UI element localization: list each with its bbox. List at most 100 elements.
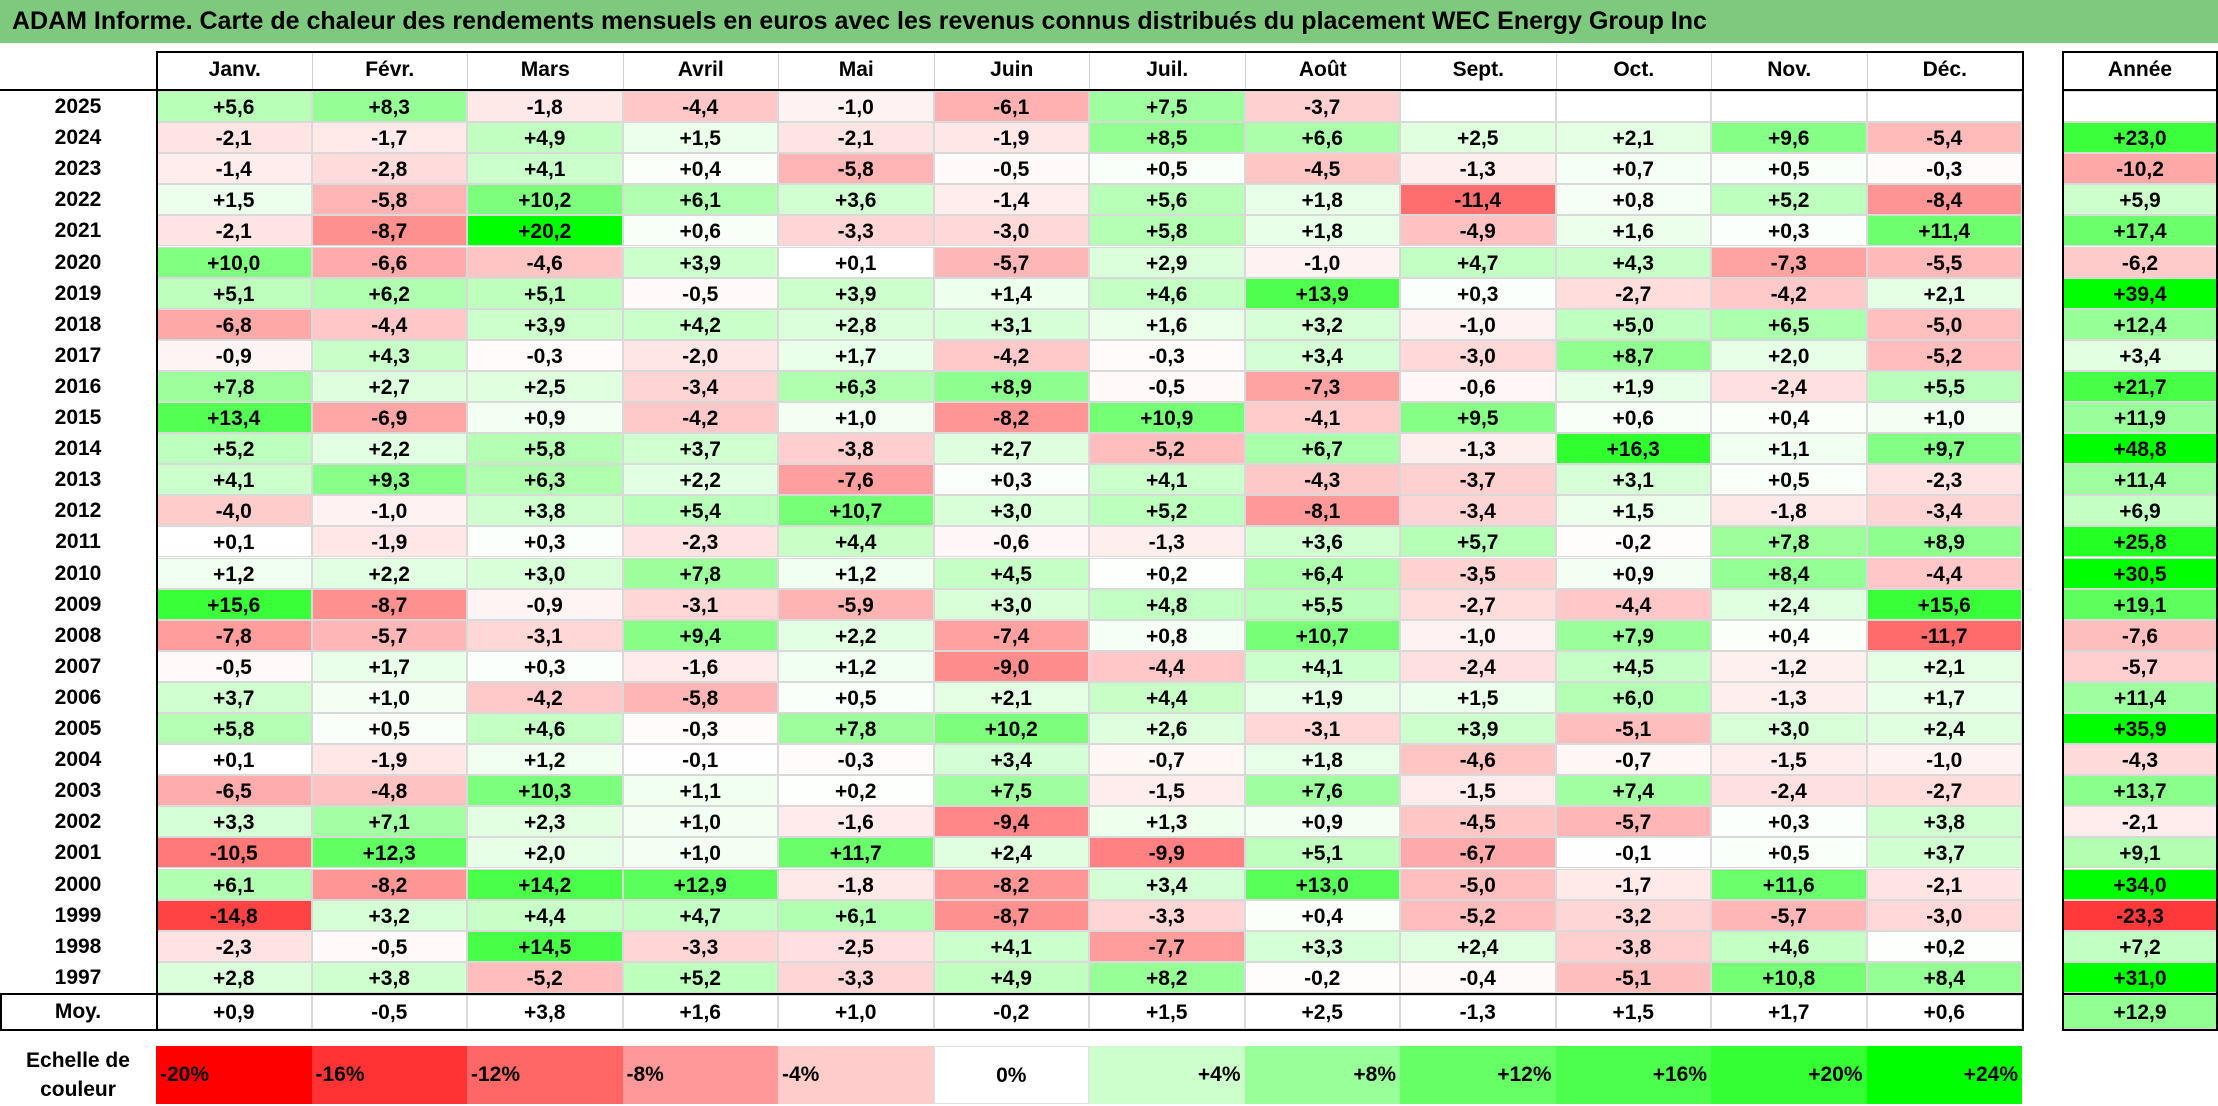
- heatmap-cell: -4,8: [311, 775, 467, 807]
- heatmap-cell: -1,7: [1555, 868, 1711, 900]
- scale-swatch: -8%: [622, 1046, 778, 1104]
- heatmap-cell: +4,6: [1089, 277, 1245, 309]
- heatmap-cell: -1,9: [311, 526, 467, 558]
- heatmap-cell: +0,3: [933, 464, 1089, 496]
- heatmap-cell: [1866, 91, 2022, 123]
- heatmap-cell: +2,5: [467, 370, 623, 402]
- heatmap-cell: -9,9: [1089, 837, 1245, 869]
- heatmap-cell: +1,8: [1244, 744, 1400, 776]
- annual-cell: +13,7: [2062, 775, 2218, 807]
- annual-cell: -6,2: [2062, 246, 2218, 278]
- heatmap-cell: +3,1: [933, 308, 1089, 340]
- heatmap-cell: +4,5: [933, 557, 1089, 589]
- heatmap-cell: -1,3: [1400, 153, 1556, 185]
- heatmap-cell: +0,3: [1711, 215, 1867, 247]
- heatmap-cell: -4,4: [1089, 650, 1245, 682]
- heatmap-cell: +7,6: [1244, 775, 1400, 807]
- annual-cell: +34,0: [2062, 868, 2218, 900]
- heatmap-cell: -1,5: [1400, 775, 1556, 807]
- year-label: 2007: [0, 650, 156, 682]
- month-header: Févr.: [311, 51, 467, 89]
- annual-average-right-border: [2216, 994, 2218, 1029]
- heatmap-cell: +4,1: [933, 930, 1089, 962]
- heatmap-cell: -1,6: [622, 650, 778, 682]
- heatmap-cell: -1,0: [1244, 246, 1400, 278]
- heatmap-cell: +7,1: [311, 806, 467, 838]
- heatmap-cell: -4,5: [1400, 806, 1556, 838]
- heatmap-cell: -5,2: [1400, 899, 1556, 931]
- heatmap-cell: -5,2: [1866, 339, 2022, 371]
- annual-cell: +17,4: [2062, 215, 2218, 247]
- heatmap-cell: -5,7: [311, 619, 467, 651]
- year-label: 2014: [0, 433, 156, 465]
- heatmap-cell: +5,1: [467, 277, 623, 309]
- heatmap-cell: +5,4: [622, 495, 778, 527]
- annual-cell: -2,1: [2062, 806, 2218, 838]
- heatmap-cell: -1,4: [933, 184, 1089, 216]
- heatmap-cell: -3,7: [1400, 464, 1556, 496]
- heatmap-cell: -4,9: [1400, 215, 1556, 247]
- heatmap-cell: -1,3: [1400, 433, 1556, 465]
- scale-swatch: +12%: [1400, 1046, 1556, 1104]
- heatmap-cell: +3,6: [1244, 526, 1400, 558]
- heatmap-cell: +4,3: [311, 339, 467, 371]
- month-header: Déc.: [1866, 51, 2022, 89]
- heatmap-cell: +10,7: [1244, 619, 1400, 651]
- heatmap-cell: +0,1: [778, 246, 934, 278]
- year-label: 2016: [0, 370, 156, 402]
- heatmap-cell: -3,3: [778, 215, 934, 247]
- heatmap-cell: -3,8: [778, 433, 934, 465]
- annual-cell: [2062, 91, 2218, 123]
- heatmap-cell: -4,0: [156, 495, 312, 527]
- year-label: 2023: [0, 153, 156, 185]
- heatmap-cell: -2,4: [1711, 775, 1867, 807]
- heatmap-cell: +0,9: [467, 402, 623, 434]
- annual-cell: -10,2: [2062, 153, 2218, 185]
- heatmap-cell: -8,4: [1866, 184, 2022, 216]
- heatmap-cell: [1711, 91, 1867, 123]
- heatmap-cell: +0,4: [622, 153, 778, 185]
- scale-label: Echelle de couleur: [0, 1046, 156, 1104]
- heatmap-cell: +4,1: [1089, 464, 1245, 496]
- heatmap-cell: -1,9: [933, 122, 1089, 154]
- year-label: 2011: [0, 526, 156, 558]
- heatmap-cell: -2,4: [1711, 370, 1867, 402]
- annual-cell: -7,6: [2062, 619, 2218, 651]
- heatmap-cell: -4,4: [1866, 557, 2022, 589]
- heatmap-cell: +3,7: [622, 433, 778, 465]
- heatmap-cell: +0,3: [1711, 806, 1867, 838]
- year-label: 2002: [0, 806, 156, 838]
- heatmap-cell: -0,5: [1089, 370, 1245, 402]
- heatmap-cell: +0,9: [1244, 806, 1400, 838]
- heatmap-cell: -0,3: [1089, 339, 1245, 371]
- heatmap-cell: -11,7: [1866, 619, 2022, 651]
- heatmap-cell: +7,5: [933, 775, 1089, 807]
- heatmap-cell: -5,0: [1400, 868, 1556, 900]
- heatmap-cell: +0,1: [156, 744, 312, 776]
- heatmap-cell: +16,3: [1555, 433, 1711, 465]
- heatmap-cell: +13,9: [1244, 277, 1400, 309]
- heatmap-cell: -8,2: [311, 868, 467, 900]
- heatmap-cell: +0,4: [1711, 402, 1867, 434]
- heatmap-cell: +4,1: [1244, 650, 1400, 682]
- average-cell: -1,3: [1400, 994, 1556, 1029]
- heatmap-cell: -9,0: [933, 650, 1089, 682]
- heatmap-cell: +4,6: [1711, 930, 1867, 962]
- heatmap-cell: +1,5: [622, 122, 778, 154]
- heatmap-cell: +8,4: [1711, 557, 1867, 589]
- heatmap-cell: +10,8: [1711, 961, 1867, 993]
- heatmap-cell: -1,3: [1711, 681, 1867, 713]
- heatmap-cell: +15,6: [156, 588, 312, 620]
- heatmap-cell: -1,0: [1866, 744, 2022, 776]
- heatmap-cell: +2,4: [1866, 713, 2022, 745]
- annual-cell: +12,4: [2062, 308, 2218, 340]
- heatmap-cell: -1,0: [1400, 619, 1556, 651]
- month-header: Janv.: [156, 51, 312, 89]
- heatmap-cell: -0,1: [622, 744, 778, 776]
- heatmap-cell: +1,9: [1244, 681, 1400, 713]
- year-label: 2018: [0, 308, 156, 340]
- heatmap-cell: +0,8: [1555, 184, 1711, 216]
- month-header: Mars: [467, 51, 623, 89]
- heatmap-cell: -2,5: [778, 930, 934, 962]
